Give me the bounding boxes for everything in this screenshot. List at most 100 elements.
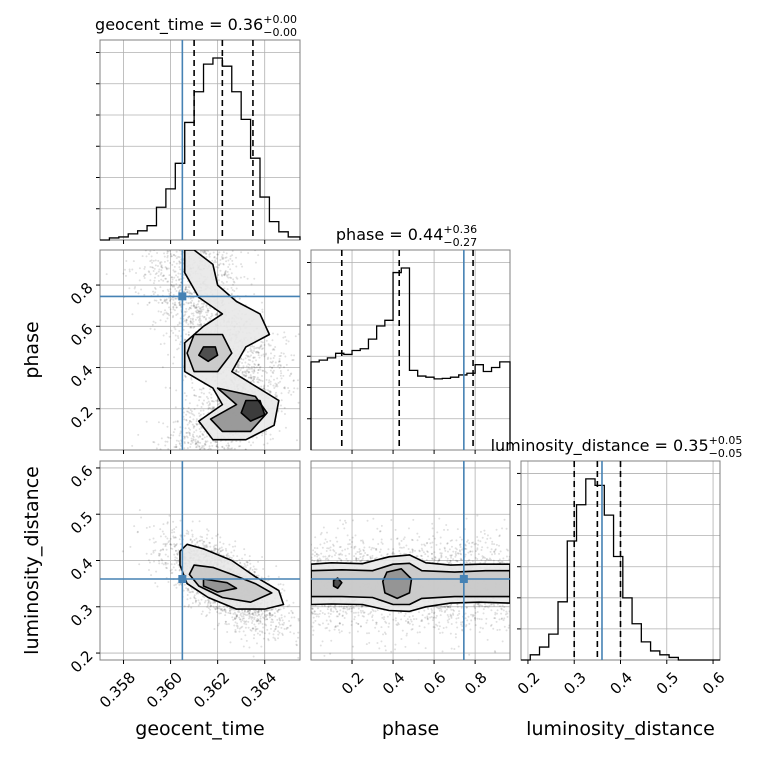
scatter-point: [188, 290, 191, 293]
scatter-point: [245, 370, 248, 373]
scatter-point: [205, 395, 208, 398]
scatter-point: [251, 345, 254, 348]
scatter-point: [247, 610, 250, 613]
scatter-point: [222, 542, 225, 545]
scatter-point: [191, 381, 194, 384]
scatter-point: [225, 554, 228, 557]
scatter-point: [233, 281, 236, 284]
scatter-point: [247, 358, 250, 361]
scatter-point: [300, 330, 302, 332]
scatter-point: [242, 630, 245, 633]
scatter-point: [269, 369, 272, 372]
scatter-point: [254, 625, 257, 628]
scatter-point: [164, 309, 167, 312]
scatter-point: [179, 304, 182, 307]
scatter-point: [221, 254, 224, 257]
scatter-point: [179, 534, 182, 537]
scatter-point: [251, 352, 254, 355]
scatter-point: [251, 613, 254, 616]
scatter-point: [155, 447, 158, 450]
scatter-point: [256, 376, 259, 379]
scatter-point: [183, 338, 186, 341]
scatter-point: [214, 608, 217, 611]
scatter-point: [248, 559, 251, 562]
scatter-point: [204, 252, 207, 255]
scatter-point: [235, 615, 238, 618]
scatter-point: [170, 298, 173, 301]
scatter-point: [249, 347, 252, 350]
scatter-point: [192, 326, 195, 329]
scatter-point: [170, 329, 173, 332]
scatter-point: [211, 314, 214, 317]
scatter-point: [175, 297, 178, 300]
scatter-point: [192, 302, 195, 305]
panel-frame: [310, 249, 511, 451]
scatter-point: [272, 378, 275, 381]
scatter-point: [237, 445, 240, 448]
scatter-point: [193, 389, 196, 392]
scatter-point: [213, 606, 216, 609]
scatter-point: [289, 624, 292, 627]
scatter-point: [295, 439, 298, 442]
scatter-point: [274, 615, 277, 618]
scatter-point: [184, 375, 187, 378]
scatter-point: [263, 617, 266, 620]
scatter-point: [174, 334, 177, 337]
scatter-point: [178, 279, 181, 282]
scatter-point: [242, 613, 245, 616]
scatter-point: [195, 394, 198, 397]
scatter-point: [272, 369, 275, 372]
scatter-point: [194, 601, 197, 604]
scatter-point: [251, 370, 254, 373]
scatter-point: [160, 265, 163, 268]
scatter-point: [148, 253, 151, 256]
scatter-point: [228, 607, 231, 610]
scatter-point: [183, 290, 186, 293]
scatter-point: [221, 446, 224, 449]
scatter-point: [255, 628, 258, 631]
scatter-point: [171, 284, 174, 287]
scatter-point: [187, 331, 190, 334]
scatter-point: [179, 432, 182, 435]
scatter-point: [197, 604, 200, 607]
scatter-point: [152, 440, 155, 443]
scatter-point: [202, 409, 205, 412]
scatter-point: [146, 303, 149, 306]
scatter-point: [162, 334, 165, 337]
scatter-point: [249, 568, 252, 571]
scatter-point: [275, 625, 278, 628]
scatter-point: [166, 312, 169, 315]
scatter-point: [210, 312, 213, 315]
scatter-point: [265, 614, 268, 617]
scatter-point: [222, 257, 225, 260]
scatter-point: [195, 537, 198, 540]
scatter-point: [165, 299, 168, 302]
scatter-point: [174, 583, 177, 586]
scatter-point: [252, 441, 255, 444]
scatter-point: [268, 379, 271, 382]
scatter-point: [190, 304, 193, 307]
scatter-point: [261, 310, 264, 313]
scatter-point: [156, 585, 159, 588]
scatter-point: [159, 262, 162, 265]
scatter-point: [190, 439, 193, 442]
scatter-point: [158, 559, 161, 562]
scatter-point: [285, 628, 288, 631]
scatter-point: [162, 533, 165, 536]
scatter-point: [192, 426, 195, 429]
scatter-point: [191, 321, 194, 324]
scatter-point: [283, 413, 286, 416]
scatter-point: [205, 537, 208, 540]
scatter-point: [253, 618, 256, 621]
scatter-point: [233, 549, 236, 552]
scatter-point: [220, 608, 223, 611]
scatter-point: [240, 626, 243, 629]
scatter-point: [214, 314, 217, 317]
scatter-point: [257, 619, 260, 622]
scatter-point: [252, 379, 255, 382]
scatter-point: [177, 272, 180, 275]
scatter-point: [152, 269, 155, 272]
scatter-point: [169, 569, 172, 572]
scatter-point: [246, 611, 249, 614]
scatter-point: [203, 322, 206, 325]
